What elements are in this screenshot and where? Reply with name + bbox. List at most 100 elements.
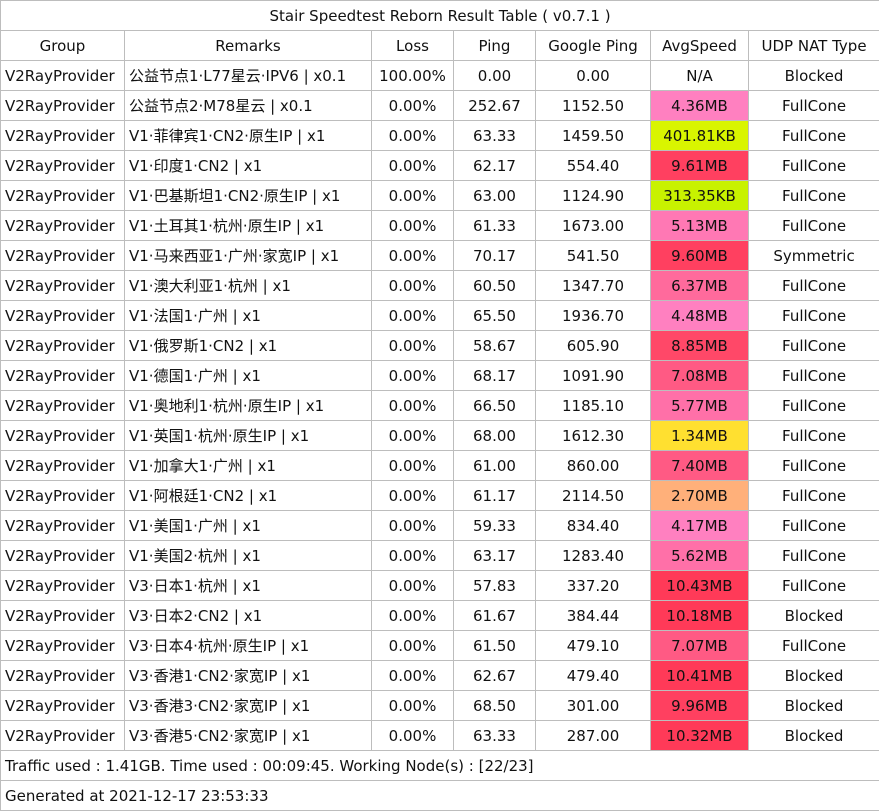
loss-cell: 0.00% [372,361,454,391]
remarks-cell: V1·印度1·CN2 | x1 [125,151,372,181]
loss-cell: 0.00% [372,541,454,571]
remarks-cell: V1·土耳其1·杭州·原生IP | x1 [125,211,372,241]
loss-cell: 0.00% [372,121,454,151]
avg-speed-cell: 313.35KB [651,181,749,211]
udp-nat-type-cell: FullCone [749,631,879,661]
google-ping-cell: 605.90 [536,331,651,361]
remarks-cell: V1·法国1·广州 | x1 [125,301,372,331]
group-cell: V2RayProvider [1,361,125,391]
avg-speed-cell: 1.34MB [651,421,749,451]
udp-nat-type-cell: FullCone [749,211,879,241]
remarks-cell: V1·菲律宾1·CN2·原生IP | x1 [125,121,372,151]
ping-cell: 63.33 [454,121,536,151]
avg-speed-cell: 9.60MB [651,241,749,271]
group-cell: V2RayProvider [1,661,125,691]
avg-speed-cell: 6.37MB [651,271,749,301]
group-cell: V2RayProvider [1,181,125,211]
remarks-cell: 公益节点1·L77星云·IPV6 | x0.1 [125,61,372,91]
header-loss: Loss [372,31,454,61]
header-row: Group Remarks Loss Ping Google Ping AvgS… [1,31,879,61]
ping-cell: 61.00 [454,451,536,481]
footer-generated-row: Generated at 2021-12-17 23:53:33 [1,781,879,811]
loss-cell: 0.00% [372,571,454,601]
ping-cell: 68.00 [454,421,536,451]
header-ping: Ping [454,31,536,61]
remarks-cell: V3·日本1·杭州 | x1 [125,571,372,601]
google-ping-cell: 384.44 [536,601,651,631]
remarks-cell: V1·巴基斯坦1·CN2·原生IP | x1 [125,181,372,211]
google-ping-cell: 1185.10 [536,391,651,421]
ping-cell: 65.50 [454,301,536,331]
header-udp-nat-type: UDP NAT Type [749,31,879,61]
google-ping-cell: 1936.70 [536,301,651,331]
avg-speed-cell: 7.40MB [651,451,749,481]
ping-cell: 66.50 [454,391,536,421]
group-cell: V2RayProvider [1,691,125,721]
group-cell: V2RayProvider [1,721,125,751]
avg-speed-cell: 10.43MB [651,571,749,601]
loss-cell: 0.00% [372,481,454,511]
udp-nat-type-cell: FullCone [749,181,879,211]
avg-speed-cell: 4.48MB [651,301,749,331]
udp-nat-type-cell: Blocked [749,601,879,631]
loss-cell: 0.00% [372,511,454,541]
group-cell: V2RayProvider [1,241,125,271]
avg-speed-cell: 5.13MB [651,211,749,241]
udp-nat-type-cell: FullCone [749,541,879,571]
ping-cell: 60.50 [454,271,536,301]
google-ping-cell: 1091.90 [536,361,651,391]
group-cell: V2RayProvider [1,91,125,121]
udp-nat-type-cell: FullCone [749,151,879,181]
group-cell: V2RayProvider [1,451,125,481]
remarks-cell: V1·加拿大1·广州 | x1 [125,451,372,481]
avg-speed-cell: 5.77MB [651,391,749,421]
remarks-cell: V1·德国1·广州 | x1 [125,361,372,391]
group-cell: V2RayProvider [1,151,125,181]
avg-speed-cell: 401.81KB [651,121,749,151]
ping-cell: 58.67 [454,331,536,361]
header-google-ping: Google Ping [536,31,651,61]
avg-speed-cell: 2.70MB [651,481,749,511]
ping-cell: 63.17 [454,541,536,571]
traffic-summary: Traffic used : 1.41GB. Time used : 00:09… [1,751,879,781]
google-ping-cell: 301.00 [536,691,651,721]
header-avg-speed: AvgSpeed [651,31,749,61]
udp-nat-type-cell: FullCone [749,361,879,391]
google-ping-cell: 1612.30 [536,421,651,451]
loss-cell: 0.00% [372,211,454,241]
udp-nat-type-cell: FullCone [749,271,879,301]
remarks-cell: V1·美国2·杭州 | x1 [125,541,372,571]
google-ping-cell: 541.50 [536,241,651,271]
remarks-cell: V1·俄罗斯1·CN2 | x1 [125,331,372,361]
remarks-cell: V1·阿根廷1·CN2 | x1 [125,481,372,511]
google-ping-cell: 1459.50 [536,121,651,151]
ping-cell: 63.33 [454,721,536,751]
ping-cell: 68.50 [454,691,536,721]
udp-nat-type-cell: FullCone [749,301,879,331]
avg-speed-cell: 9.96MB [651,691,749,721]
google-ping-cell: 479.40 [536,661,651,691]
udp-nat-type-cell: Blocked [749,661,879,691]
avg-speed-cell: 4.17MB [651,511,749,541]
avg-speed-cell: 5.62MB [651,541,749,571]
google-ping-cell: 2114.50 [536,481,651,511]
avg-speed-cell: 10.41MB [651,661,749,691]
